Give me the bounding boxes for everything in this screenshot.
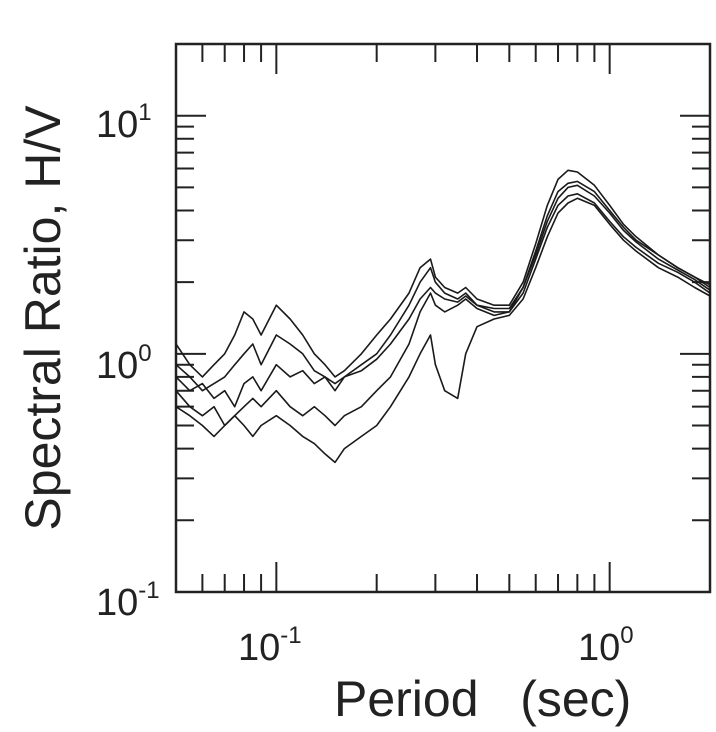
y-axis-label: Spectral Ratio, H/V xyxy=(15,105,71,531)
x-tick-label-10^-1: 10-1 xyxy=(238,622,302,669)
series-line-4 xyxy=(176,198,710,462)
plot-frame xyxy=(176,44,710,592)
axis-ticks xyxy=(176,44,710,592)
y-tick-label-10^0: 100 xyxy=(96,340,152,387)
series-line-1 xyxy=(176,181,710,406)
y-tick-label-10^1: 101 xyxy=(96,99,152,146)
x-axis-label: Period (sec) xyxy=(334,671,631,727)
series-line-5 xyxy=(176,185,710,390)
series-line-3 xyxy=(176,170,710,377)
x-tick-label-10^0: 100 xyxy=(578,622,634,669)
series-line-2 xyxy=(176,194,710,426)
data-series-group xyxy=(176,170,710,462)
y-tick-label-10^-1: 10-1 xyxy=(96,577,160,624)
